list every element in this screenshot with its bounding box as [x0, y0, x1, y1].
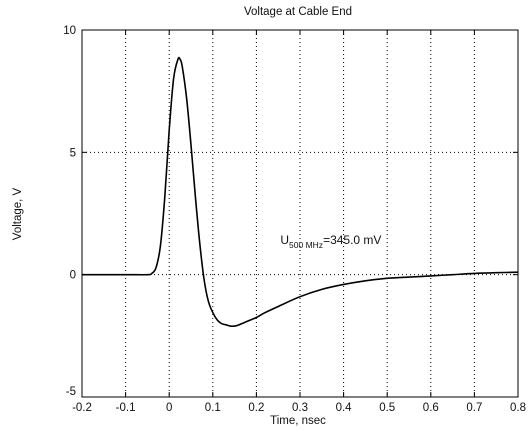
series — [82, 56, 519, 327]
x-tick-label: 0 — [166, 402, 172, 414]
ticks: -0.2 -0.1 0 0.1 0.2 0.3 0.4 0.5 0.6 0.7 0.8 -5 0 5 10 — [63, 25, 526, 414]
x-tick-label: 0.8 — [510, 402, 526, 414]
x-axis-title: Time, nsec — [270, 415, 326, 427]
chart-title: Voltage at Cable End — [244, 6, 352, 18]
x-tick-label: 0.1 — [205, 402, 221, 414]
grid — [82, 30, 518, 397]
voltage-series-line — [82, 56, 519, 327]
x-tick-label: 0.4 — [336, 402, 353, 414]
x-tick-label: 0.6 — [423, 402, 439, 414]
y-axis-title: Voltage, V — [12, 187, 24, 240]
y-tick-label: 5 — [70, 147, 76, 159]
x-tick-label: 0.5 — [379, 402, 395, 414]
x-tick-label: 0.3 — [292, 402, 308, 414]
annotation-value: =345.0 mV — [323, 233, 381, 247]
annotation-base: U — [280, 233, 289, 247]
y-tick-label: 10 — [63, 25, 76, 37]
x-tick-label: -0.1 — [116, 402, 136, 414]
x-tick-label: 0.2 — [248, 402, 264, 414]
x-tick-label: -0.2 — [72, 402, 92, 414]
x-tick-label: 0.7 — [466, 402, 482, 414]
annotation-label: U500 MHz=345.0 mV — [280, 233, 381, 250]
y-tick-label: -5 — [66, 386, 76, 398]
annotation-subscript: 500 MHz — [289, 240, 323, 250]
y-tick-label: 0 — [70, 270, 76, 282]
